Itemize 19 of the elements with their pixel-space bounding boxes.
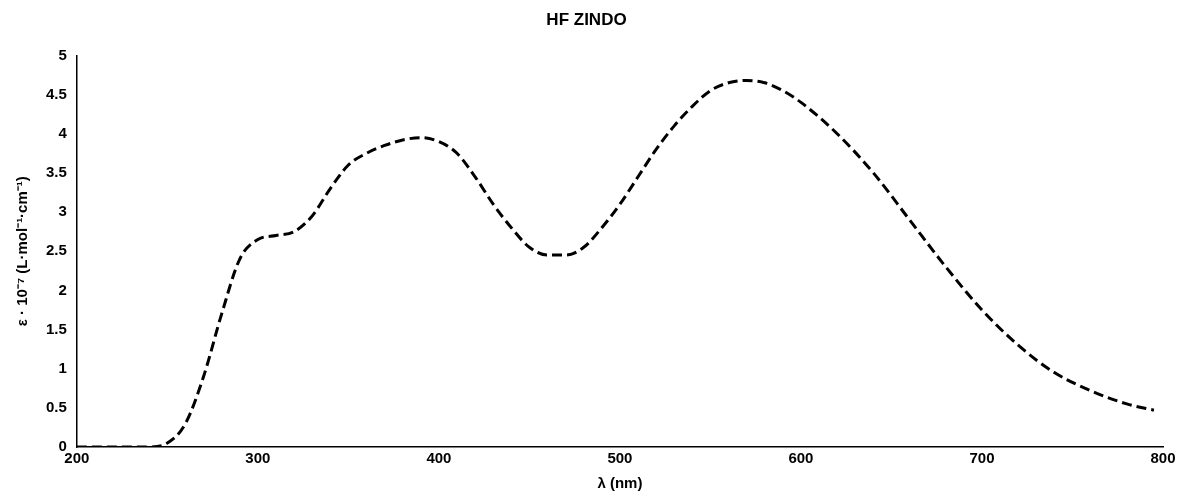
y-axis-title: ε · 10⁻⁷ (L·mol⁻¹·cm⁻¹)	[13, 176, 31, 327]
y-tick-label: 0.5	[45, 397, 67, 415]
y-tick-label: 2.5	[45, 241, 67, 259]
x-tick-label: 700	[969, 449, 995, 467]
y-tick-label: 5	[58, 45, 67, 63]
y-tick-label: 3.5	[45, 163, 67, 181]
y-tick-label: 4	[58, 123, 68, 141]
x-tick-label: 500	[607, 449, 633, 467]
y-tick-label: 3	[58, 202, 67, 220]
y-tick-label: 2	[58, 280, 67, 298]
chart-title: HF ZINDO	[546, 9, 627, 29]
y-tick-label: 1	[58, 358, 67, 376]
x-tick-label: 300	[245, 449, 271, 467]
x-axis-title: λ (nm)	[597, 474, 643, 492]
y-tick-label: 1.5	[45, 319, 67, 337]
x-tick-label: 800	[1150, 449, 1176, 467]
x-tick-label: 600	[788, 449, 814, 467]
x-tick-label: 400	[426, 449, 452, 467]
y-tick-label: 4.5	[45, 84, 67, 102]
